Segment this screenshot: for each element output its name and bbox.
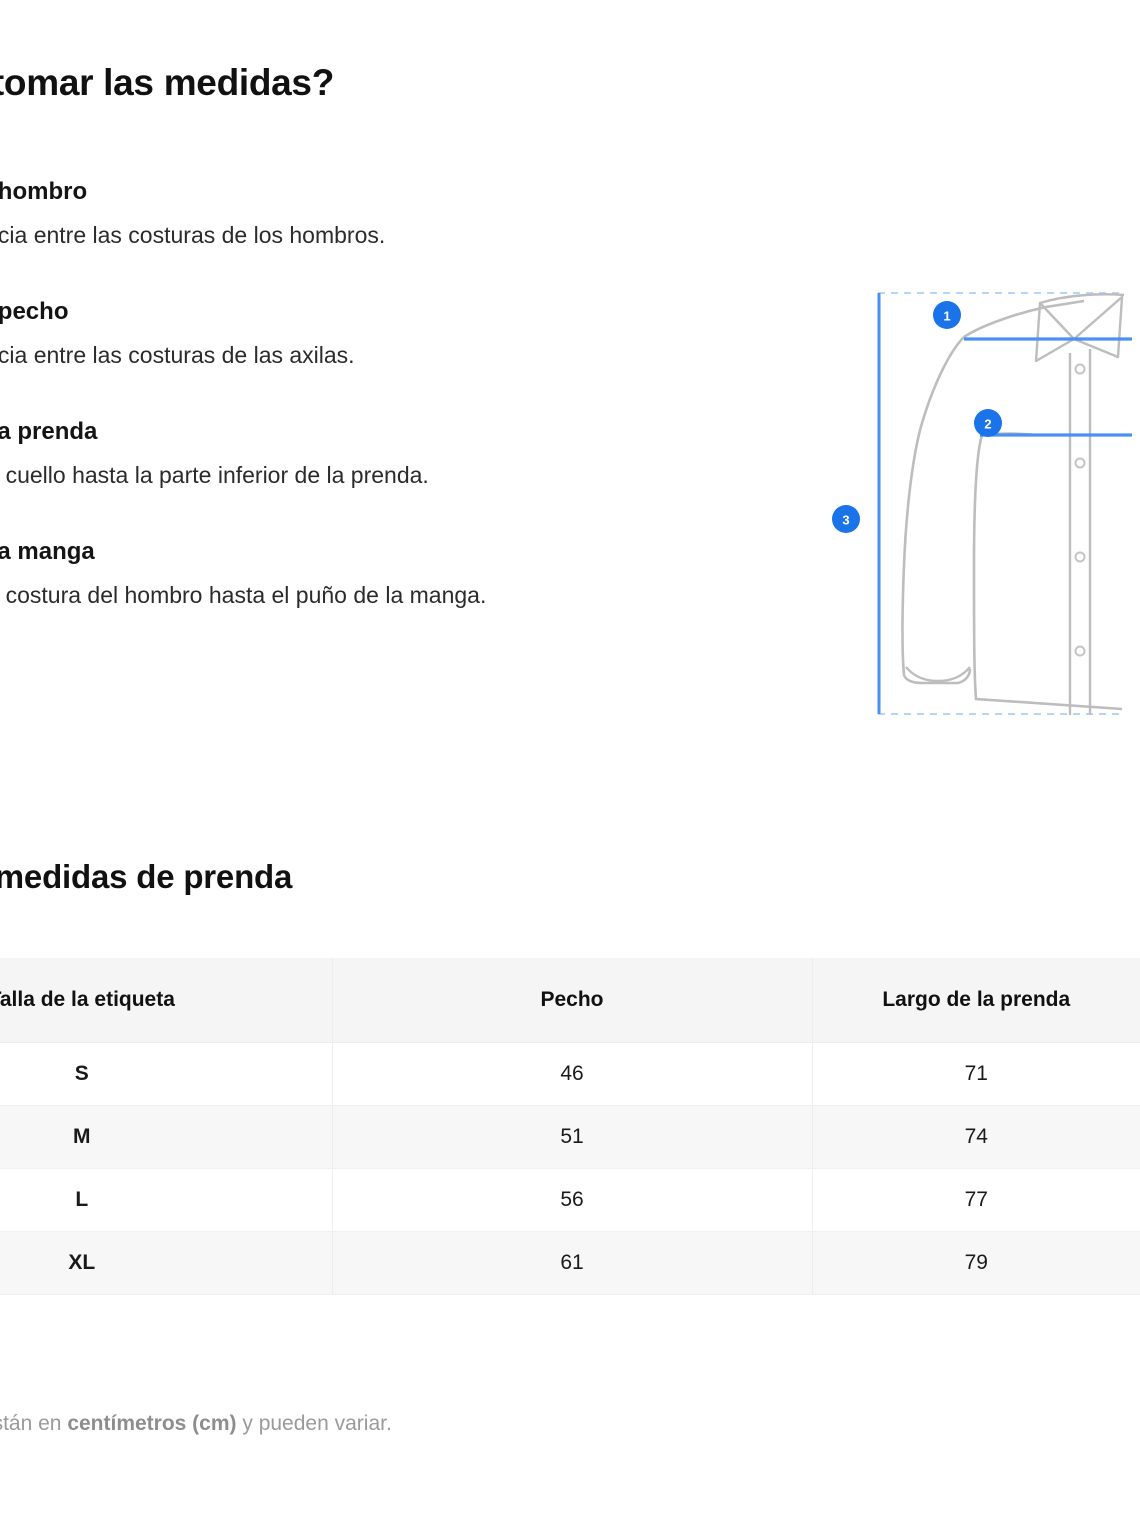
measurement-instructions-list: 1. Ancho de hombro Mide la distancia ent… <box>0 176 676 611</box>
footnote-units: centímetros (cm) <box>67 1412 237 1435</box>
footnote-prefix: Las medidas están en <box>0 1412 62 1435</box>
table-row: XL 61 79 <box>0 1231 1140 1295</box>
measurement-title-length: 3. Largo de la prenda <box>0 417 98 445</box>
size-table-head: Talla de la etiqueta Pecho Largo de la p… <box>0 958 1140 1043</box>
footnote-suffix: y pueden variar. <box>236 1412 392 1435</box>
column-header-chest: Pecho <box>332 958 813 1043</box>
shirt-collar-outline <box>1034 301 1076 363</box>
shirt-sleeve-outline <box>901 336 972 685</box>
shirt-diagram: 1 2 3 <box>822 275 1132 735</box>
size-table-body: S 46 71 M 51 74 L 56 77 XL <box>0 1042 1140 1295</box>
cell-size-s: S <box>0 1042 333 1106</box>
measurement-description-chest: Mide la distancia entre las costuras de … <box>0 342 355 369</box>
cell-size-l: L <box>0 1168 333 1232</box>
diagram-marker-3-label: 3 <box>842 513 849 528</box>
column-header-length: Largo de la prenda <box>812 958 1140 1043</box>
units-footnote: Las medidas están en centímetros (cm) y … <box>0 1412 392 1436</box>
cell-length-xl: 79 <box>812 1231 1140 1295</box>
table-row: S 46 71 <box>0 1042 1140 1106</box>
shirt-collar-right-outline <box>1072 295 1124 359</box>
diagram-marker-3: 3 <box>832 505 860 533</box>
cell-chest-s: 46 <box>332 1042 813 1106</box>
size-table-container: Talla de la etiqueta Pecho Largo de la p… <box>0 958 1140 1295</box>
diagram-marker-2-label: 2 <box>984 417 991 432</box>
measurement-title-sleeve: 4. Largo de la manga <box>0 537 95 565</box>
table-header-row: Talla de la etiqueta Pecho Largo de la p… <box>0 958 1140 1043</box>
shirt-button-2 <box>1074 457 1086 469</box>
shirt-button-1 <box>1074 363 1086 375</box>
cell-length-l: 77 <box>812 1168 1140 1232</box>
cell-length-m: 74 <box>812 1105 1140 1169</box>
measurement-item-shoulder: 1. Ancho de hombro Mide la distancia ent… <box>0 176 676 252</box>
shirt-button-3 <box>1074 551 1086 563</box>
shirt-side-seam-outline <box>972 434 1123 711</box>
shirt-collar-band-outline <box>1039 293 1125 305</box>
size-table: Talla de la etiqueta Pecho Largo de la p… <box>0 958 1140 1295</box>
measurement-title-shoulder: 1. Ancho de hombro <box>0 178 88 205</box>
measurement-description-sleeve: Mide desde la costura del hombro hasta e… <box>0 581 487 608</box>
measurement-description-length: Mide desde el cuello hasta la parte infe… <box>0 461 429 488</box>
shirt-cuff-outline <box>905 666 971 683</box>
diagram-marker-1: 1 <box>933 301 961 329</box>
cell-length-s: 71 <box>812 1042 1140 1106</box>
page-title: ¿Cómo tomar las medidas? <box>0 62 335 103</box>
diagram-marker-1-label: 1 <box>943 309 950 324</box>
table-title: Tabla de medidas de prenda <box>0 858 293 895</box>
measurement-item-sleeve: 4. Largo de la manga Mide desde la costu… <box>0 536 676 612</box>
cell-chest-l: 56 <box>332 1168 813 1232</box>
table-row: L 56 77 <box>0 1168 1140 1232</box>
shirt-button-4 <box>1074 645 1086 657</box>
measurement-description-shoulder: Mide la distancia entre las costuras de … <box>0 222 386 249</box>
measurement-title-chest: 2. Ancho de pecho <box>0 297 69 325</box>
cell-size-xl: XL <box>0 1231 333 1295</box>
cell-chest-xl: 61 <box>332 1231 813 1295</box>
column-header-size: Talla de la etiqueta <box>0 958 333 1043</box>
table-row: M 51 74 <box>0 1105 1140 1169</box>
cell-size-m: M <box>0 1105 333 1169</box>
diagram-marker-2: 2 <box>974 409 1002 437</box>
measurement-item-chest: 2. Ancho de pecho Mide la distancia entr… <box>0 296 676 372</box>
cell-chest-m: 51 <box>332 1105 813 1169</box>
measurement-item-length: 3. Largo de la prenda Mide desde el cuel… <box>0 416 676 492</box>
